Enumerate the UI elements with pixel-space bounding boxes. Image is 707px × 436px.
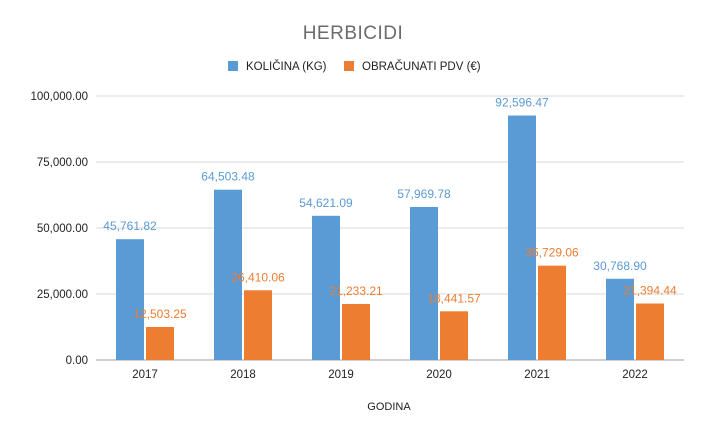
y-tick-label: 100,000.00 (30, 91, 88, 103)
y-tick-label: 75,000.00 (37, 157, 88, 169)
data-label-quantity: 45,761.82 (103, 219, 157, 233)
data-label-vat: 26,410.06 (231, 270, 285, 284)
bar-quantity (116, 239, 144, 360)
data-label-quantity: 54,621.09 (299, 196, 353, 210)
bar-quantity (606, 278, 634, 360)
x-tick-label: 2022 (622, 369, 648, 381)
x-tick-label: 2021 (524, 369, 550, 381)
bar-quantity (214, 189, 242, 360)
x-axis-ticks: 2017 2018 2019 2020 2021 2022 (132, 369, 648, 381)
data-label-quantity: 30,768.90 (593, 259, 647, 273)
bar-vat (244, 290, 272, 360)
y-tick-label: 50,000.00 (37, 223, 88, 235)
y-tick-label: 0.00 (66, 355, 88, 367)
y-tick-label: 25,000.00 (37, 289, 88, 301)
x-tick-label: 2019 (328, 369, 354, 381)
x-tick-label: 2017 (132, 369, 158, 381)
bars (116, 115, 664, 360)
data-label-vat: 18,441.57 (427, 291, 481, 305)
x-tick-label: 2020 (426, 369, 452, 381)
y-axis-ticks: 0.00 25,000.00 50,000.00 75,000.00 100,000.0… (30, 91, 88, 367)
bar-vat (146, 326, 174, 360)
x-tick-label: 2018 (230, 369, 256, 381)
bar-vat (440, 311, 468, 360)
x-axis-title: GODINA (367, 401, 411, 413)
data-label-quantity: 92,596.47 (495, 96, 549, 110)
data-label-quantity: 57,969.78 (397, 187, 451, 201)
data-label-vat: 12,503.25 (133, 307, 187, 321)
legend-swatch-quantity (228, 61, 238, 71)
data-label-vat: 21,233.21 (329, 284, 383, 298)
legend-label-quantity: KOLIČINA (KG) (246, 60, 327, 73)
bar-vat (636, 303, 664, 360)
data-label-quantity: 64,503.48 (201, 170, 255, 184)
data-label-vat: 21,394.44 (623, 284, 677, 298)
bar-vat (342, 303, 370, 360)
data-labels: 45,761.82 12,503.25 64,503.48 26,410.06 54,6… (103, 96, 677, 321)
bar-vat (538, 265, 566, 360)
legend: KOLIČINA (KG) OBRAČUNATI PDV (€) (228, 60, 481, 73)
gridlines (96, 95, 684, 361)
bar-quantity (508, 115, 536, 360)
bar-quantity (312, 215, 340, 360)
bar-quantity (410, 206, 438, 360)
data-label-vat: 35,729.06 (525, 246, 579, 260)
chart-title: HERBICIDI (303, 23, 404, 44)
legend-swatch-vat (344, 61, 354, 71)
legend-label-vat: OBRAČUNATI PDV (€) (362, 60, 481, 73)
